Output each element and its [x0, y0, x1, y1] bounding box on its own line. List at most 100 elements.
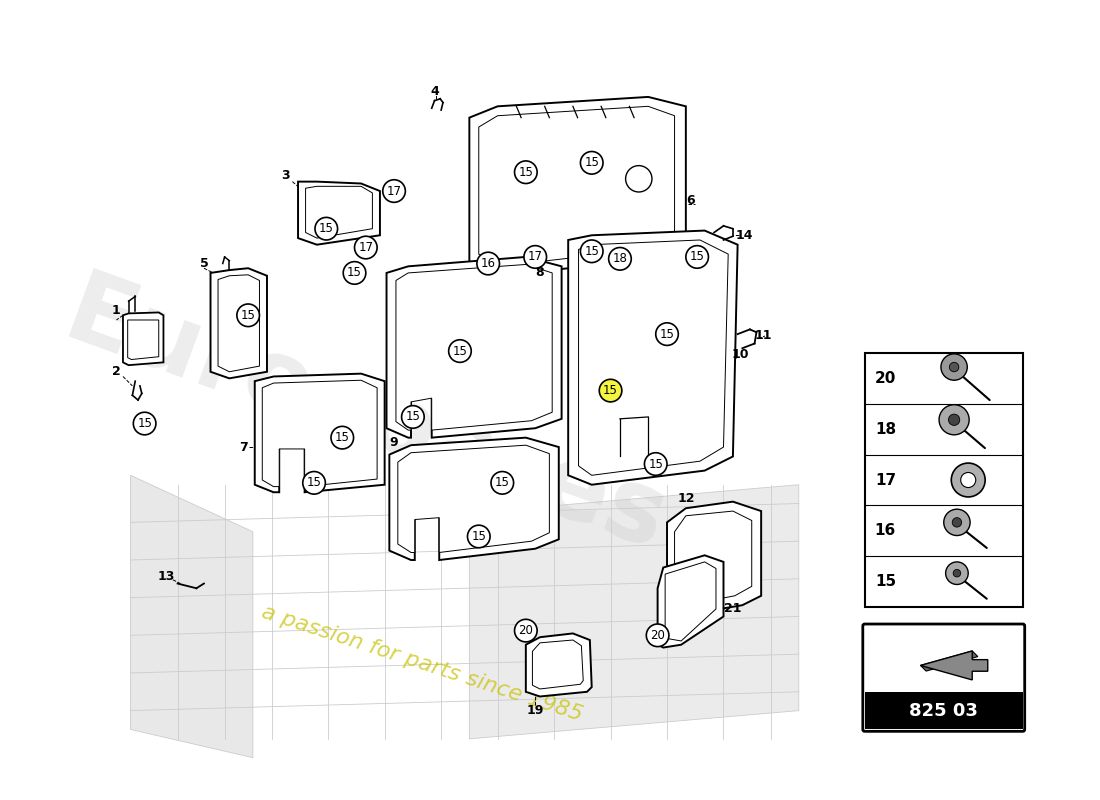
Text: 17: 17 [359, 241, 373, 254]
Circle shape [383, 180, 406, 202]
Text: 19: 19 [527, 704, 543, 717]
Circle shape [948, 414, 960, 426]
Text: 10: 10 [732, 348, 749, 362]
Text: 5: 5 [199, 257, 208, 270]
Polygon shape [579, 240, 728, 475]
Text: 15: 15 [584, 245, 600, 258]
Text: 2: 2 [112, 366, 121, 378]
Text: 18: 18 [613, 252, 627, 266]
Polygon shape [218, 275, 260, 372]
Circle shape [402, 406, 425, 428]
Text: 15: 15 [348, 266, 362, 279]
Circle shape [236, 304, 260, 326]
Circle shape [626, 166, 652, 192]
Polygon shape [386, 257, 562, 438]
Text: 12: 12 [678, 492, 694, 506]
Circle shape [940, 354, 967, 380]
Polygon shape [865, 692, 1023, 730]
Text: 17: 17 [386, 185, 402, 198]
Polygon shape [131, 475, 253, 758]
Text: 3: 3 [282, 170, 290, 182]
Polygon shape [306, 186, 373, 238]
Polygon shape [398, 445, 549, 553]
Circle shape [685, 246, 708, 268]
Text: 15: 15 [452, 345, 468, 358]
Text: 15: 15 [660, 328, 674, 341]
Text: 21: 21 [724, 602, 741, 615]
Text: 9: 9 [389, 436, 398, 449]
Polygon shape [921, 651, 978, 671]
Text: a passion for parts since 1985: a passion for parts since 1985 [260, 602, 585, 725]
Text: 15: 15 [584, 156, 600, 170]
Polygon shape [921, 651, 988, 680]
Polygon shape [470, 485, 799, 739]
Polygon shape [666, 562, 716, 641]
Circle shape [939, 405, 969, 435]
Circle shape [343, 262, 366, 284]
Text: 18: 18 [874, 422, 896, 437]
Polygon shape [526, 634, 592, 697]
Text: 15: 15 [518, 166, 534, 178]
Circle shape [524, 246, 547, 268]
Text: 20: 20 [518, 624, 534, 637]
Circle shape [953, 518, 961, 527]
Text: 15: 15 [406, 410, 420, 423]
Circle shape [656, 323, 679, 346]
Text: 20: 20 [874, 371, 896, 386]
Text: 15: 15 [690, 250, 705, 263]
Text: 15: 15 [241, 309, 255, 322]
Polygon shape [389, 438, 559, 560]
Circle shape [944, 509, 970, 535]
Text: 15: 15 [319, 222, 333, 235]
Circle shape [449, 340, 471, 362]
Polygon shape [658, 555, 724, 647]
Polygon shape [128, 320, 158, 359]
Circle shape [331, 426, 353, 449]
Text: 17: 17 [528, 250, 542, 263]
Circle shape [581, 151, 603, 174]
Polygon shape [674, 511, 751, 605]
Text: 6: 6 [686, 194, 695, 207]
Text: 11: 11 [755, 330, 772, 342]
Text: 16: 16 [874, 523, 896, 538]
Circle shape [515, 161, 537, 183]
Circle shape [645, 453, 667, 475]
Text: 4: 4 [430, 85, 439, 98]
Circle shape [949, 362, 959, 372]
Polygon shape [470, 97, 685, 276]
Circle shape [477, 252, 499, 275]
Text: 15: 15 [603, 384, 618, 397]
Polygon shape [865, 353, 1023, 607]
Text: 15: 15 [648, 458, 663, 470]
Polygon shape [667, 502, 761, 614]
Circle shape [354, 236, 377, 259]
Text: 14: 14 [736, 229, 754, 242]
Polygon shape [396, 265, 552, 430]
Circle shape [515, 619, 537, 642]
Circle shape [960, 473, 976, 487]
Text: 15: 15 [334, 431, 350, 444]
Text: Eurospares: Eurospares [52, 265, 680, 573]
Text: 7: 7 [239, 441, 248, 454]
Circle shape [491, 471, 514, 494]
Polygon shape [210, 268, 267, 378]
Circle shape [133, 412, 156, 435]
Circle shape [954, 570, 960, 577]
Text: 15: 15 [874, 574, 896, 589]
Text: 15: 15 [471, 530, 486, 543]
Text: 1: 1 [112, 304, 121, 317]
Circle shape [468, 525, 491, 548]
Text: 825 03: 825 03 [910, 702, 978, 720]
Polygon shape [532, 640, 583, 689]
Polygon shape [123, 313, 164, 365]
Circle shape [581, 240, 603, 262]
Polygon shape [255, 374, 385, 492]
Text: 16: 16 [481, 257, 496, 270]
Circle shape [600, 379, 621, 402]
Polygon shape [298, 182, 380, 245]
FancyBboxPatch shape [862, 624, 1025, 731]
Text: 20: 20 [650, 629, 666, 642]
Text: 17: 17 [874, 473, 896, 487]
Text: 13: 13 [157, 570, 175, 583]
Text: 8: 8 [536, 266, 544, 279]
